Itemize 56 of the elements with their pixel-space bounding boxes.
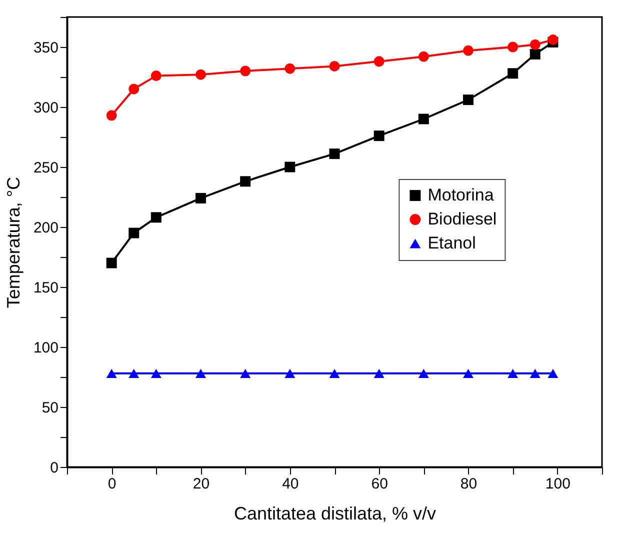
point xyxy=(463,45,474,56)
y-tick-label: 350 xyxy=(33,40,58,56)
point xyxy=(150,70,162,82)
point xyxy=(106,258,117,268)
point xyxy=(128,84,140,94)
x-tick-label: 80 xyxy=(460,476,478,492)
point xyxy=(196,368,206,378)
point xyxy=(530,368,540,378)
legend-label: Biodiesel xyxy=(428,210,497,228)
point xyxy=(530,48,540,60)
point xyxy=(329,368,340,378)
point xyxy=(128,368,140,378)
point xyxy=(329,60,340,72)
point xyxy=(418,114,429,124)
legend-label: Etanol xyxy=(428,234,476,252)
point xyxy=(463,94,474,106)
point xyxy=(128,228,140,238)
point xyxy=(374,56,384,67)
point xyxy=(508,42,518,52)
point xyxy=(463,368,474,378)
point xyxy=(196,192,206,204)
point xyxy=(508,68,518,79)
point xyxy=(284,368,296,378)
point xyxy=(150,212,162,223)
y-tick-label: 50 xyxy=(42,400,58,416)
y-tick-label: 150 xyxy=(33,280,58,296)
point xyxy=(418,368,429,378)
x-tick-label: 40 xyxy=(282,476,299,492)
y-tick-label: 100 xyxy=(33,340,58,356)
point xyxy=(284,162,296,172)
point xyxy=(196,69,206,80)
x-axis-title: Cantitatea distilata, % v/v xyxy=(234,504,436,524)
point xyxy=(418,51,429,62)
y-tick-label: 300 xyxy=(33,100,58,116)
x-tick-label: 0 xyxy=(108,476,116,492)
point xyxy=(284,63,296,74)
point xyxy=(548,368,558,378)
point xyxy=(374,368,384,378)
point xyxy=(329,148,340,160)
point xyxy=(106,110,117,121)
y-tick-label: 250 xyxy=(33,160,58,176)
x-tick-label: 60 xyxy=(371,476,388,492)
point xyxy=(150,368,162,378)
point xyxy=(240,368,251,378)
x-tick-label: 20 xyxy=(192,476,210,492)
x-tick-label: 100 xyxy=(545,476,570,492)
y-tick-label: 0 xyxy=(50,460,58,476)
legend-label: Motorina xyxy=(428,186,494,204)
point xyxy=(240,176,251,187)
y-tick-label: 200 xyxy=(33,220,58,236)
point xyxy=(508,368,518,378)
point xyxy=(106,368,117,378)
point xyxy=(530,39,540,50)
point xyxy=(240,66,251,76)
point xyxy=(374,130,384,142)
y-axis-title: Temperatura, °C xyxy=(3,176,24,308)
